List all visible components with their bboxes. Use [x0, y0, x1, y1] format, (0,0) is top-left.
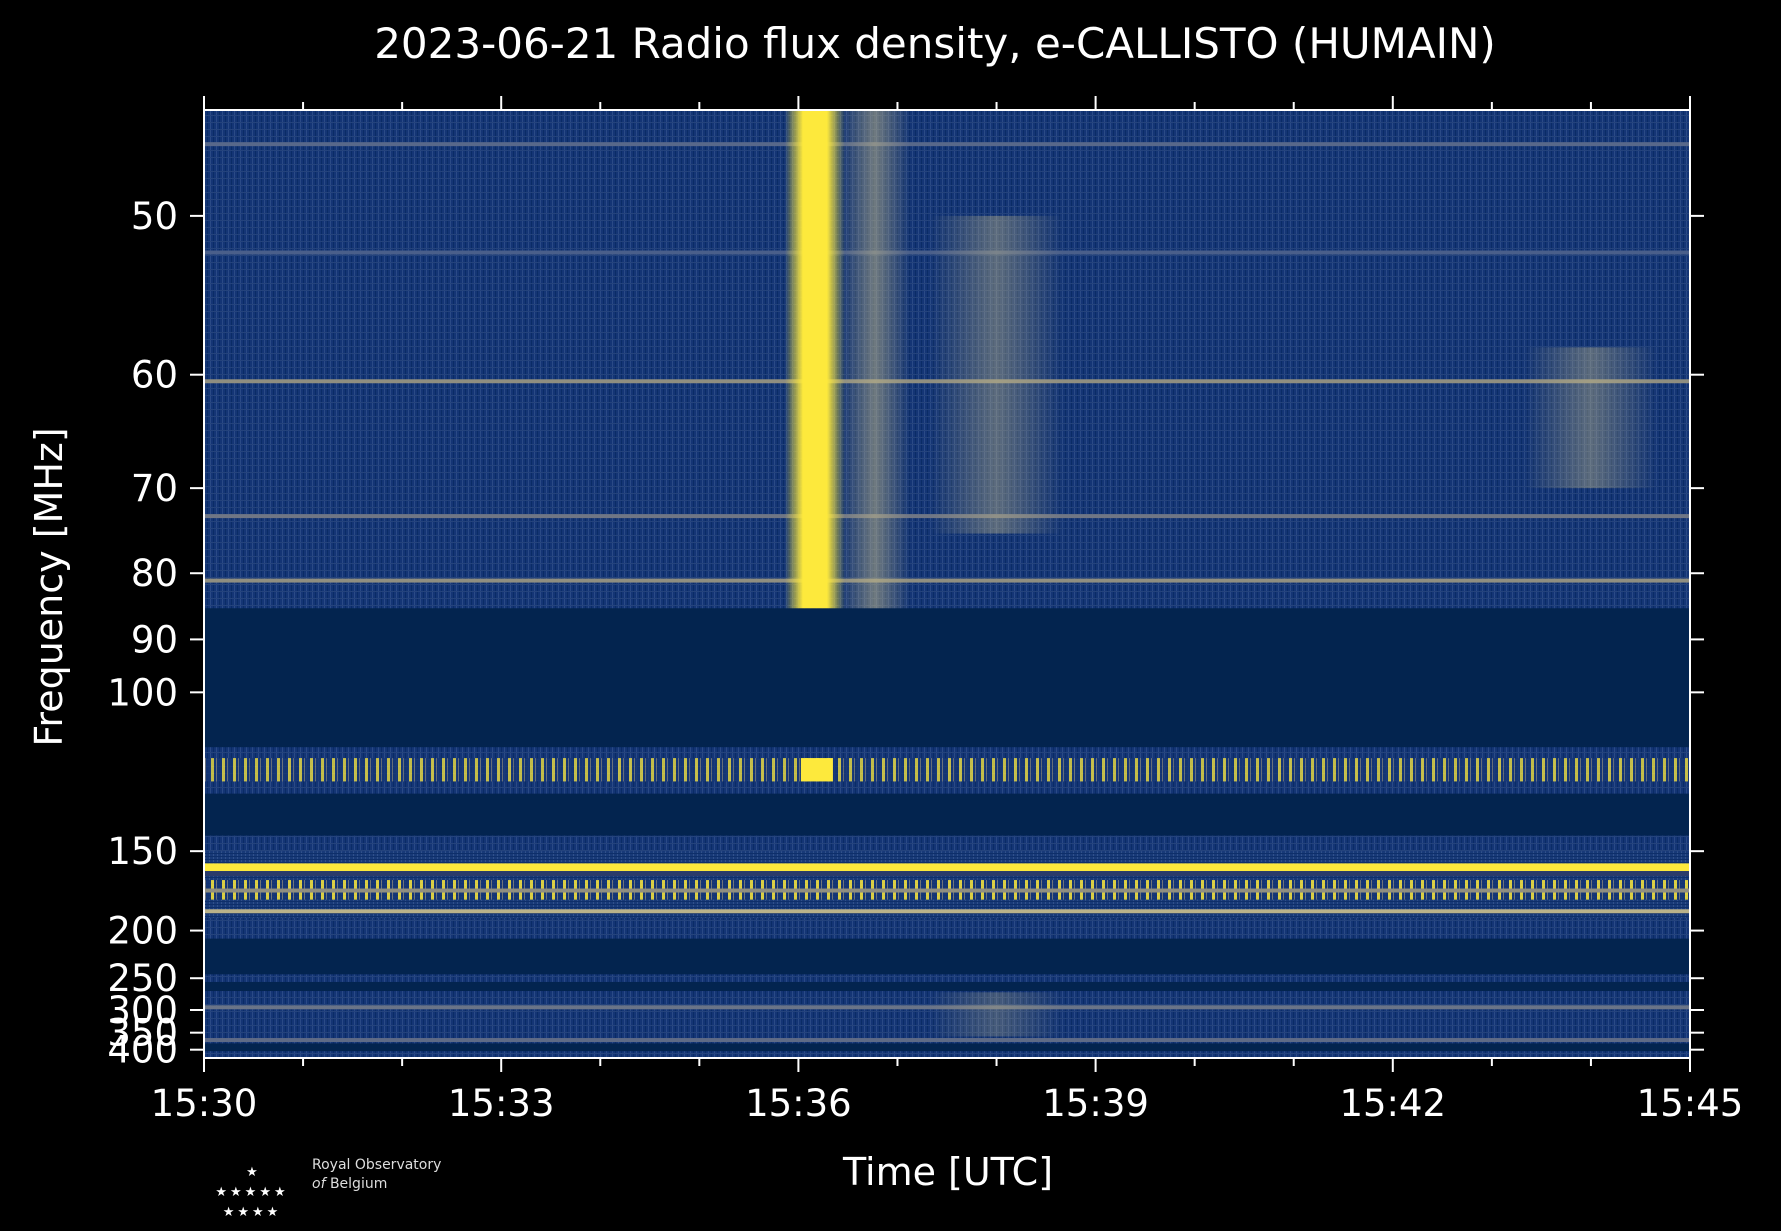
type-iii-burst — [784, 110, 845, 609]
logo-line-2: of Belgium — [312, 1176, 387, 1192]
y-tick-label: 70 — [131, 467, 178, 510]
plot-frame — [203, 109, 1691, 1059]
continuum — [930, 992, 1063, 1037]
burst — [930, 215, 1063, 534]
x-tick-label: 15:36 — [745, 1082, 852, 1125]
y-tick-label: 350 — [107, 1012, 178, 1055]
y-tick-label: 50 — [131, 195, 178, 238]
y-tick-label: 400 — [107, 1029, 178, 1072]
no-data-band — [204, 981, 1690, 992]
rfi-line — [204, 888, 1690, 893]
x-tick-label: 15:42 — [1339, 1082, 1446, 1125]
x-tick-label: 15:39 — [1042, 1082, 1149, 1125]
no-data-band — [204, 938, 1690, 975]
rfi-line — [204, 909, 1690, 914]
logo-stars-row-icon: ★★★★ — [223, 1205, 282, 1220]
x-tick-label: 15:33 — [448, 1082, 555, 1125]
no-data-band — [204, 608, 1690, 748]
rfi-line — [204, 142, 1690, 147]
burst-tail — [839, 110, 910, 609]
y-tick-label: 200 — [107, 910, 178, 953]
y-tick-label: 250 — [107, 957, 178, 1000]
y-tick-label: 80 — [131, 552, 178, 595]
y-tick-label: 100 — [107, 671, 178, 714]
logo-star-icon: ★ — [246, 1165, 258, 1180]
rfi-line — [204, 871, 1690, 877]
x-tick-label: 15:30 — [151, 1082, 258, 1125]
burst-band-highlight — [800, 758, 833, 782]
y-tick-label: 150 — [107, 830, 178, 873]
logo-stars-row-icon: ★★★★★ — [215, 1185, 288, 1200]
y-tick-label: 60 — [131, 354, 178, 397]
royal-observatory-logo: ★ ★★★★★ ★★★★ Royal Observatory of Belgiu… — [215, 1157, 441, 1220]
interference-band — [204, 758, 1690, 782]
rfi-line — [204, 578, 1690, 583]
plot-area — [204, 110, 1690, 1058]
logo-line-1: Royal Observatory — [312, 1157, 441, 1173]
axes: 15:30 15:33 15:36 15:39 15:42 15:45 50 60 70 80 90… — [107, 96, 1743, 1125]
y-tick-label: 90 — [131, 618, 178, 661]
y-axis-label: Frequency [MHz] — [27, 427, 71, 746]
chart-title: 2023-06-21 Radio flux density, e-CALLIST… — [374, 19, 1496, 68]
y-tick-label: 300 — [107, 989, 178, 1032]
rfi-line — [204, 1038, 1690, 1043]
x-tick-label: 15:45 — [1637, 1082, 1744, 1125]
no-data-band — [204, 793, 1690, 836]
no-data-band — [204, 1043, 1690, 1052]
drifting-feature — [1524, 347, 1657, 489]
x-axis-label: Time [UTC] — [842, 1150, 1053, 1194]
strong-rfi-line — [204, 863, 1690, 873]
